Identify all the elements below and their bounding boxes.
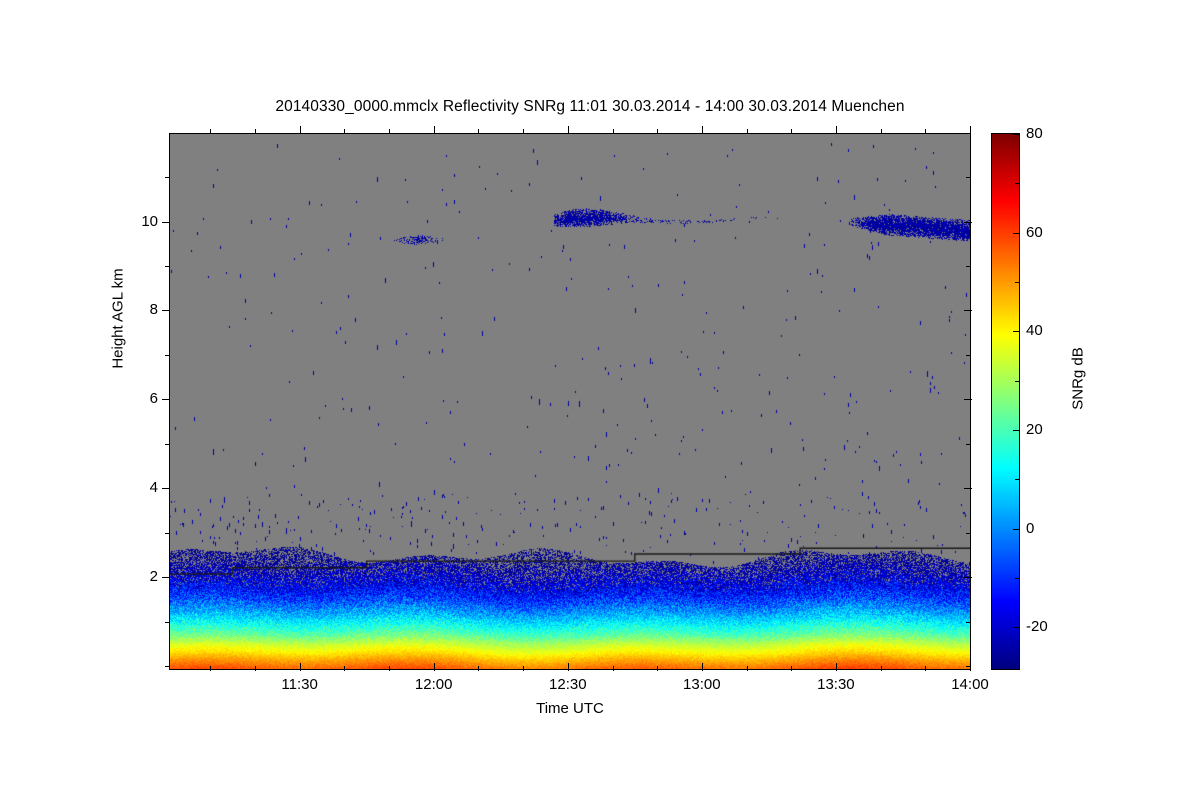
y-tick-label: 2 (149, 568, 158, 585)
x-tick-minor (880, 666, 882, 671)
y-tick-label: 4 (149, 479, 158, 497)
x-tick-label: 13:00 (683, 676, 721, 693)
y-tick-major-right (964, 310, 972, 312)
y-tick-minor-right (966, 354, 971, 356)
colorbar (991, 133, 1020, 670)
x-tick-minor-top (612, 129, 614, 134)
x-tick-minor (254, 666, 256, 671)
x-tick-major (701, 663, 703, 671)
x-tick-major-top (433, 126, 435, 134)
y-tick-minor-right (966, 532, 971, 534)
colorbar-tick (1013, 528, 1020, 530)
x-tick-minor-top (880, 129, 882, 134)
x-tick-label: 12:00 (414, 676, 453, 693)
y-tick-major-right (964, 221, 972, 223)
x-tick-major-top (299, 126, 301, 134)
colorbar-tick-label: 80 (1026, 125, 1043, 142)
x-tick-minor (344, 666, 346, 671)
y-tick-major-right (964, 399, 972, 401)
x-tick-minor (523, 666, 525, 671)
heatmap-canvas (170, 134, 970, 669)
x-tick-minor-top (389, 129, 390, 134)
y-tick-minor-right (966, 443, 971, 445)
x-tick-major-top (970, 126, 971, 134)
reflectivity-heatmap-panel (169, 133, 971, 670)
y-tick-major (162, 488, 170, 490)
x-tick-label: 13:30 (817, 676, 855, 693)
colorbar-tick (1013, 232, 1020, 234)
x-tick-minor-top (254, 129, 256, 134)
colorbar-tick-label: 0 (1026, 519, 1035, 537)
colorbar-tick-label: 20 (1026, 420, 1043, 438)
x-tick-minor-top (791, 129, 793, 134)
y-tick-major-right (964, 577, 972, 578)
y-tick-minor (165, 177, 170, 179)
x-tick-minor (478, 666, 480, 671)
x-tick-minor-top (746, 129, 748, 134)
colorbar-tick-minor (1015, 183, 1020, 185)
x-tick-major (299, 663, 301, 671)
y-tick-minor (165, 665, 170, 667)
x-tick-minor (389, 666, 390, 671)
y-tick-minor (165, 532, 170, 534)
y-axis-title: Height AGL km (109, 268, 127, 369)
y-tick-minor (165, 354, 170, 356)
x-tick-major (835, 663, 837, 671)
colorbar-tick-label: 40 (1026, 322, 1043, 340)
x-tick-label: 12:30 (549, 676, 587, 693)
y-tick-label: 6 (149, 390, 158, 408)
y-tick-minor (165, 621, 170, 623)
colorbar-tick (1013, 331, 1020, 333)
page-title: 20140330_0000.mmclx Reflectivity SNRg 11… (275, 98, 905, 115)
x-tick-minor (791, 666, 793, 671)
x-tick-minor-top (925, 129, 927, 134)
colorbar-tick-minor (1015, 380, 1020, 382)
x-tick-label: 14:00 (951, 676, 989, 693)
x-tick-minor (925, 666, 927, 671)
y-tick-minor (165, 443, 170, 445)
colorbar-tick-minor (1015, 281, 1020, 283)
y-tick-label: 10 (141, 212, 158, 230)
colorbar-gradient (992, 134, 1019, 669)
x-tick-minor (657, 666, 659, 671)
colorbar-tick (1013, 134, 1020, 135)
colorbar-tick-label: -20 (1026, 618, 1048, 636)
colorbar-tick-minor (1015, 479, 1020, 481)
x-tick-minor-top (210, 129, 212, 134)
y-tick-major (162, 310, 170, 312)
x-tick-minor-top (523, 129, 525, 134)
y-tick-minor-right (966, 621, 971, 623)
y-tick-major-right (964, 488, 972, 490)
y-tick-minor-right (966, 665, 971, 667)
colorbar-tick (1013, 429, 1020, 431)
colorbar-title: SNRg dB (1069, 347, 1087, 410)
y-tick-minor-right (966, 177, 971, 179)
x-tick-major (970, 663, 971, 671)
x-tick-major (567, 663, 569, 671)
x-tick-minor-top (657, 129, 659, 134)
x-tick-minor-top (344, 129, 346, 134)
y-tick-minor-right (966, 266, 971, 267)
x-tick-minor (210, 666, 212, 671)
x-tick-major-top (567, 126, 569, 134)
y-tick-minor (165, 266, 170, 267)
x-tick-minor (612, 666, 614, 671)
x-tick-minor-top (478, 129, 480, 134)
y-tick-label: 8 (149, 301, 158, 319)
x-tick-major-top (835, 126, 837, 134)
colorbar-tick-minor (1015, 577, 1020, 579)
colorbar-tick (1013, 627, 1020, 629)
x-axis-title: Time UTC (536, 700, 604, 717)
x-tick-major-top (701, 126, 703, 134)
x-tick-label: 11:30 (281, 676, 318, 693)
colorbar-tick-label: 60 (1026, 223, 1043, 241)
y-tick-major (162, 221, 170, 223)
y-tick-major (162, 577, 170, 578)
x-tick-major (433, 663, 435, 671)
x-tick-minor (746, 666, 748, 671)
y-tick-major (162, 399, 170, 401)
